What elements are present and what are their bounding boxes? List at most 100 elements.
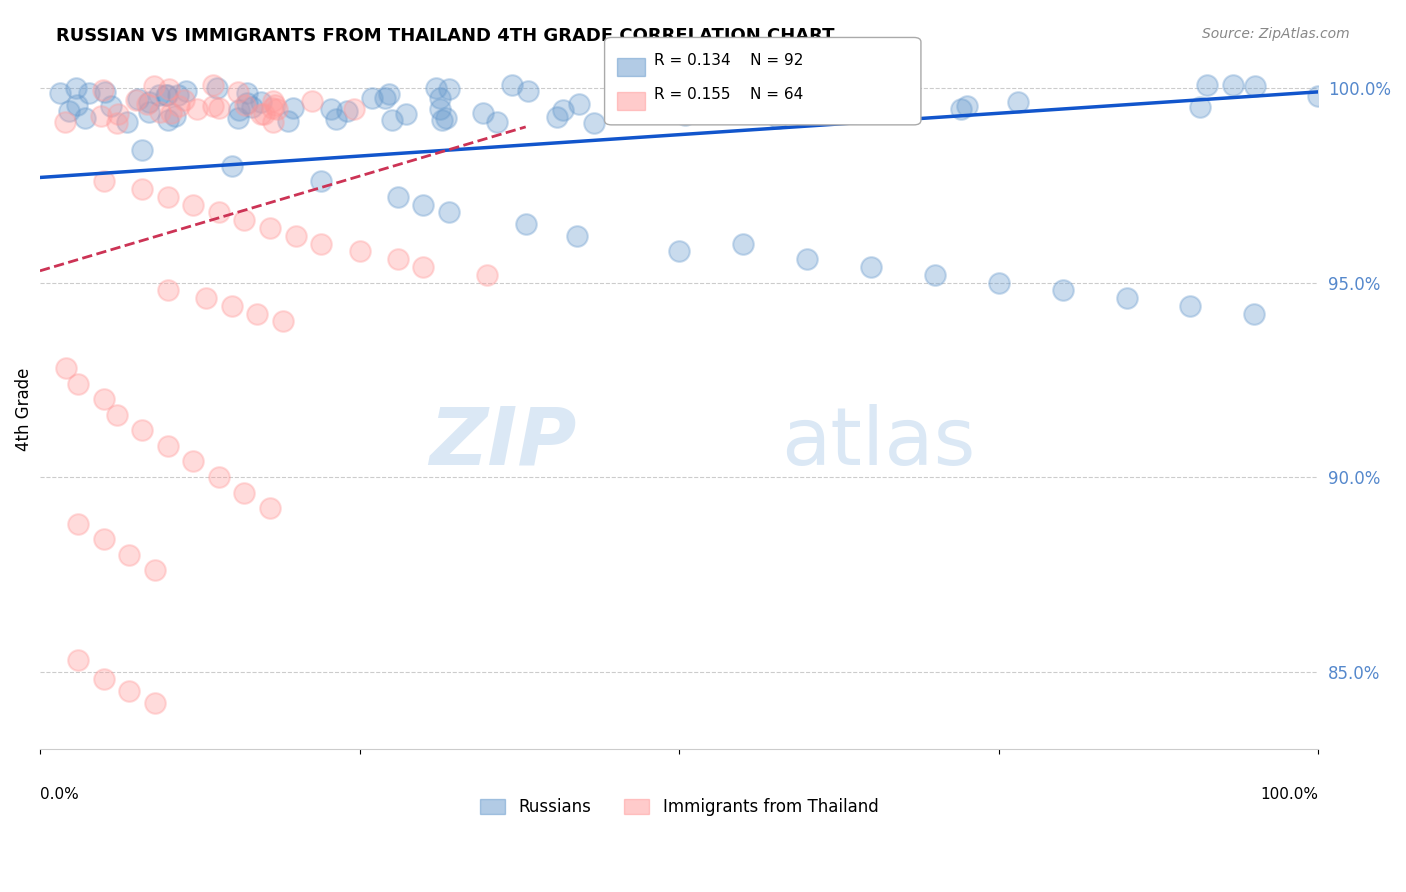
Point bbox=[249, 95, 271, 109]
Point bbox=[377, 87, 399, 101]
Point bbox=[661, 105, 683, 120]
Point bbox=[157, 113, 180, 128]
Point bbox=[1222, 78, 1244, 93]
Point bbox=[412, 197, 434, 211]
Point bbox=[1189, 100, 1212, 114]
Point bbox=[668, 244, 690, 259]
Point bbox=[1243, 307, 1265, 321]
Point bbox=[266, 102, 288, 116]
Point bbox=[471, 106, 494, 120]
Text: 0.0%: 0.0% bbox=[39, 787, 79, 802]
Point bbox=[156, 87, 179, 102]
Point bbox=[105, 116, 128, 130]
Point bbox=[127, 92, 149, 106]
Point bbox=[325, 112, 347, 126]
Point bbox=[624, 85, 647, 99]
Point bbox=[1007, 95, 1029, 109]
Point bbox=[1243, 79, 1265, 94]
Point bbox=[149, 105, 172, 120]
Point bbox=[262, 114, 284, 128]
Point bbox=[1052, 283, 1074, 297]
Point bbox=[731, 236, 754, 251]
Point bbox=[260, 102, 283, 116]
Point bbox=[956, 99, 979, 113]
Point bbox=[253, 107, 276, 121]
Text: R = 0.155    N = 64: R = 0.155 N = 64 bbox=[654, 87, 803, 102]
Point bbox=[173, 93, 195, 107]
Point bbox=[263, 98, 285, 112]
Point bbox=[195, 291, 218, 305]
Point bbox=[309, 236, 332, 251]
Point bbox=[277, 113, 299, 128]
Point bbox=[118, 548, 141, 562]
Point bbox=[165, 109, 187, 123]
Point bbox=[342, 102, 364, 116]
Point bbox=[437, 205, 460, 219]
Point bbox=[796, 252, 818, 267]
Point bbox=[93, 83, 115, 97]
Point bbox=[156, 283, 179, 297]
Point bbox=[246, 307, 269, 321]
Point bbox=[201, 99, 224, 113]
Point bbox=[233, 485, 256, 500]
Point bbox=[236, 95, 259, 110]
Text: ZIP: ZIP bbox=[429, 404, 576, 482]
Point bbox=[924, 268, 946, 282]
Point bbox=[136, 96, 159, 111]
Point bbox=[77, 87, 100, 101]
Point bbox=[235, 86, 257, 100]
Point bbox=[643, 82, 665, 96]
Point bbox=[517, 84, 540, 98]
Point bbox=[142, 79, 165, 94]
Point bbox=[131, 143, 153, 157]
Point bbox=[143, 563, 166, 577]
Point bbox=[429, 91, 451, 105]
Point bbox=[673, 108, 696, 122]
Point bbox=[93, 533, 115, 547]
Point bbox=[697, 103, 720, 118]
Point bbox=[1180, 299, 1202, 313]
Point bbox=[654, 79, 676, 94]
Point bbox=[259, 501, 281, 516]
Point bbox=[240, 100, 263, 114]
Point bbox=[281, 101, 304, 115]
Point bbox=[768, 111, 790, 125]
Point bbox=[131, 182, 153, 196]
Point bbox=[502, 78, 524, 92]
Point bbox=[93, 85, 115, 99]
Point bbox=[66, 97, 89, 112]
Point bbox=[830, 102, 852, 116]
Point bbox=[143, 696, 166, 710]
Point bbox=[250, 106, 273, 120]
Point bbox=[546, 110, 568, 124]
Point bbox=[387, 190, 409, 204]
Point bbox=[309, 174, 332, 188]
Point bbox=[155, 88, 177, 103]
Point bbox=[125, 93, 148, 107]
Point bbox=[671, 86, 693, 100]
Point bbox=[485, 115, 508, 129]
Point bbox=[381, 113, 404, 128]
Point bbox=[634, 96, 657, 111]
Point bbox=[65, 81, 87, 95]
Point bbox=[606, 85, 628, 99]
Point bbox=[107, 107, 129, 121]
Point bbox=[138, 95, 160, 109]
Point bbox=[395, 107, 418, 121]
Point bbox=[221, 159, 243, 173]
Point bbox=[859, 260, 882, 274]
Point bbox=[262, 94, 284, 108]
Point bbox=[412, 260, 434, 274]
Point bbox=[208, 205, 231, 219]
Point bbox=[553, 103, 575, 118]
Point bbox=[284, 228, 307, 243]
Point bbox=[515, 217, 537, 231]
Text: R = 0.134    N = 92: R = 0.134 N = 92 bbox=[654, 53, 803, 68]
Point bbox=[987, 276, 1010, 290]
Point bbox=[138, 105, 160, 120]
Point bbox=[55, 361, 77, 376]
Point bbox=[259, 221, 281, 235]
Point bbox=[183, 197, 205, 211]
Legend: Russians, Immigrants from Thailand: Russians, Immigrants from Thailand bbox=[474, 791, 886, 822]
Point bbox=[361, 91, 384, 105]
